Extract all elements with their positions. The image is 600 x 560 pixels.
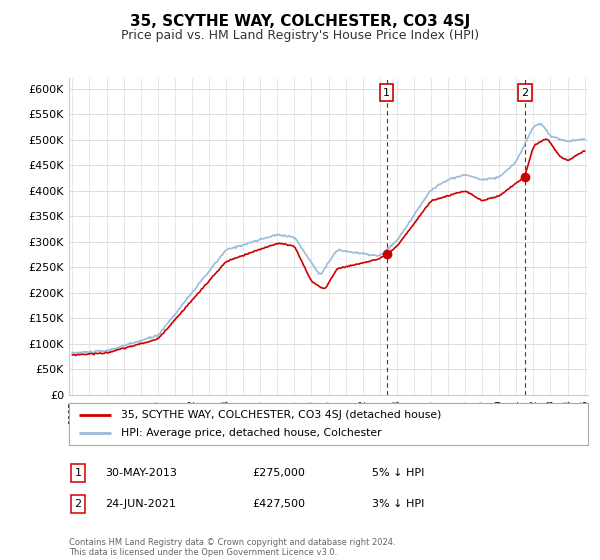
Text: HPI: Average price, detached house, Colchester: HPI: Average price, detached house, Colc… [121, 428, 382, 438]
Text: Price paid vs. HM Land Registry's House Price Index (HPI): Price paid vs. HM Land Registry's House … [121, 29, 479, 42]
Text: Contains HM Land Registry data © Crown copyright and database right 2024.
This d: Contains HM Land Registry data © Crown c… [69, 538, 395, 557]
Text: 1: 1 [74, 468, 82, 478]
Text: £275,000: £275,000 [252, 468, 305, 478]
Text: 30-MAY-2013: 30-MAY-2013 [105, 468, 177, 478]
Text: £427,500: £427,500 [252, 499, 305, 509]
Text: 3% ↓ HPI: 3% ↓ HPI [372, 499, 424, 509]
Text: 35, SCYTHE WAY, COLCHESTER, CO3 4SJ (detached house): 35, SCYTHE WAY, COLCHESTER, CO3 4SJ (det… [121, 410, 441, 420]
Text: 35, SCYTHE WAY, COLCHESTER, CO3 4SJ: 35, SCYTHE WAY, COLCHESTER, CO3 4SJ [130, 14, 470, 29]
Text: 2: 2 [74, 499, 82, 509]
Text: 24-JUN-2021: 24-JUN-2021 [105, 499, 176, 509]
Text: 1: 1 [383, 87, 390, 97]
Text: 5% ↓ HPI: 5% ↓ HPI [372, 468, 424, 478]
Text: 2: 2 [521, 87, 529, 97]
